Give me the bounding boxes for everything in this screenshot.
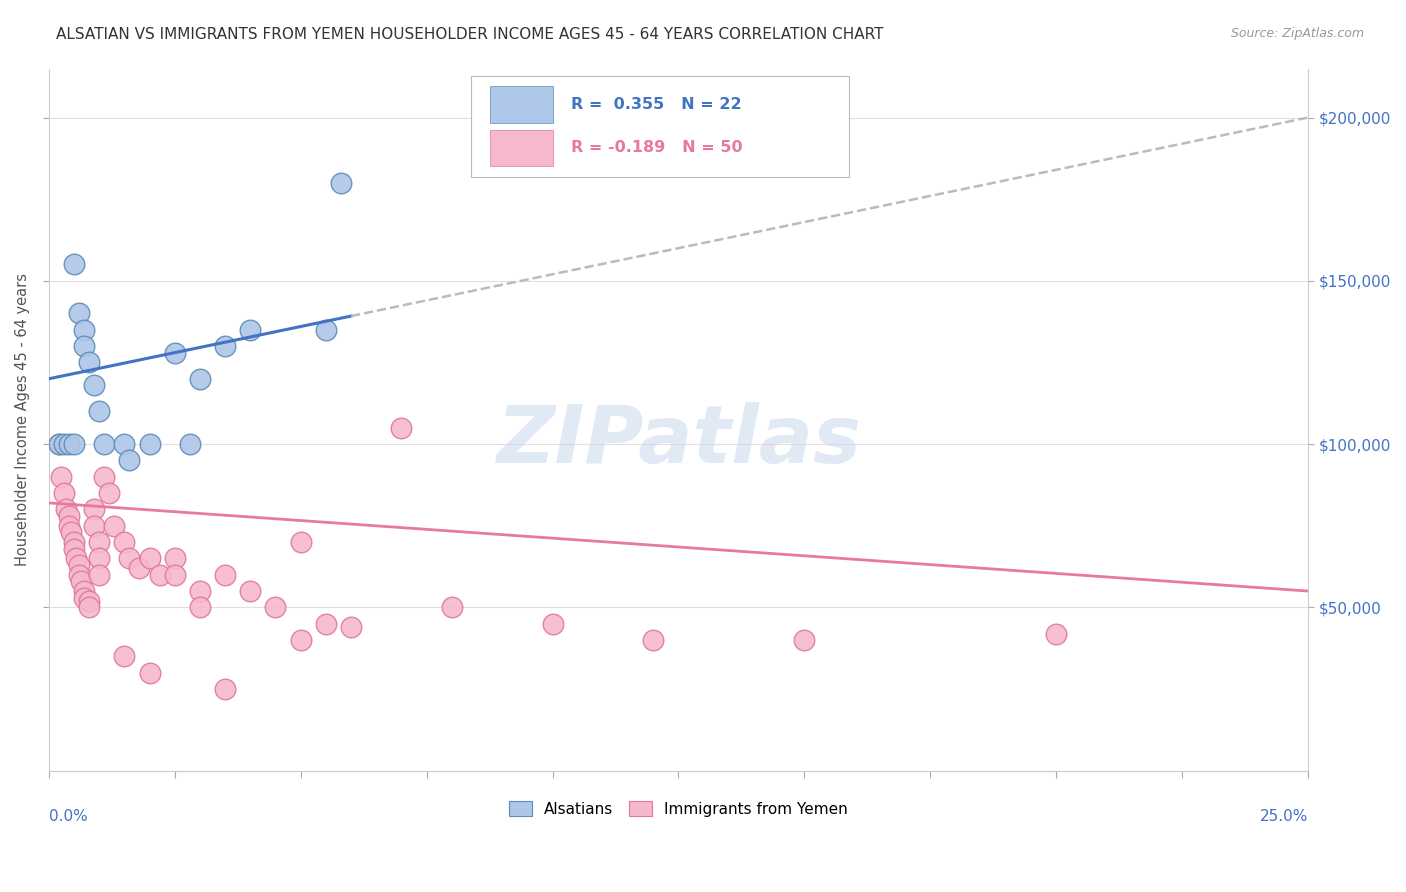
Text: ALSATIAN VS IMMIGRANTS FROM YEMEN HOUSEHOLDER INCOME AGES 45 - 64 YEARS CORRELAT: ALSATIAN VS IMMIGRANTS FROM YEMEN HOUSEH…	[56, 27, 884, 42]
Text: R =  0.355   N = 22: R = 0.355 N = 22	[571, 97, 742, 112]
Point	[58, 518, 80, 533]
Text: 0.0%: 0.0%	[49, 809, 87, 824]
Point	[163, 345, 186, 359]
Point	[112, 649, 135, 664]
Point	[103, 518, 125, 533]
Point	[128, 561, 150, 575]
Point	[67, 558, 90, 572]
Point	[214, 339, 236, 353]
Point	[89, 404, 111, 418]
Point	[73, 584, 96, 599]
Point	[98, 486, 121, 500]
Point	[60, 525, 83, 540]
Point	[58, 437, 80, 451]
Point	[67, 567, 90, 582]
Point	[118, 551, 141, 566]
Legend: Alsatians, Immigrants from Yemen: Alsatians, Immigrants from Yemen	[503, 795, 853, 822]
Point	[315, 323, 337, 337]
Point	[48, 437, 70, 451]
Point	[63, 437, 86, 451]
Point	[58, 508, 80, 523]
FancyBboxPatch shape	[489, 86, 553, 122]
Point	[52, 486, 75, 500]
Point	[63, 541, 86, 556]
Point	[163, 567, 186, 582]
Text: Source: ZipAtlas.com: Source: ZipAtlas.com	[1230, 27, 1364, 40]
Point	[70, 574, 93, 589]
Text: ZIPatlas: ZIPatlas	[496, 401, 860, 480]
Y-axis label: Householder Income Ages 45 - 64 years: Householder Income Ages 45 - 64 years	[15, 273, 30, 566]
FancyBboxPatch shape	[489, 129, 553, 166]
Point	[188, 600, 211, 615]
Point	[118, 453, 141, 467]
Point	[48, 437, 70, 451]
Text: R = -0.189   N = 50: R = -0.189 N = 50	[571, 140, 742, 155]
Point	[63, 535, 86, 549]
Point	[389, 421, 412, 435]
Point	[541, 616, 564, 631]
Point	[112, 437, 135, 451]
Point	[179, 437, 201, 451]
Point	[264, 600, 287, 615]
Text: 25.0%: 25.0%	[1260, 809, 1308, 824]
Point	[1045, 626, 1067, 640]
Point	[52, 437, 75, 451]
Point	[290, 535, 312, 549]
Point	[77, 355, 100, 369]
FancyBboxPatch shape	[471, 76, 848, 178]
Point	[214, 567, 236, 582]
Point	[214, 681, 236, 696]
Point	[73, 339, 96, 353]
Point	[93, 437, 115, 451]
Point	[188, 584, 211, 599]
Point	[55, 502, 77, 516]
Point	[67, 306, 90, 320]
Point	[340, 620, 363, 634]
Point	[112, 535, 135, 549]
Point	[83, 378, 105, 392]
Point	[77, 600, 100, 615]
Point	[138, 665, 160, 680]
Point	[83, 502, 105, 516]
Point	[643, 633, 665, 648]
Point	[93, 469, 115, 483]
Point	[315, 616, 337, 631]
Point	[290, 633, 312, 648]
Point	[793, 633, 815, 648]
Point	[138, 551, 160, 566]
Point	[65, 551, 87, 566]
Point	[63, 258, 86, 272]
Point	[329, 176, 352, 190]
Point	[51, 469, 73, 483]
Point	[163, 551, 186, 566]
Point	[188, 372, 211, 386]
Point	[89, 535, 111, 549]
Point	[77, 594, 100, 608]
Point	[89, 567, 111, 582]
Point	[73, 323, 96, 337]
Point	[89, 551, 111, 566]
Point	[239, 584, 262, 599]
Point	[73, 591, 96, 605]
Point	[83, 518, 105, 533]
Point	[149, 567, 172, 582]
Point	[440, 600, 463, 615]
Point	[239, 323, 262, 337]
Point	[138, 437, 160, 451]
